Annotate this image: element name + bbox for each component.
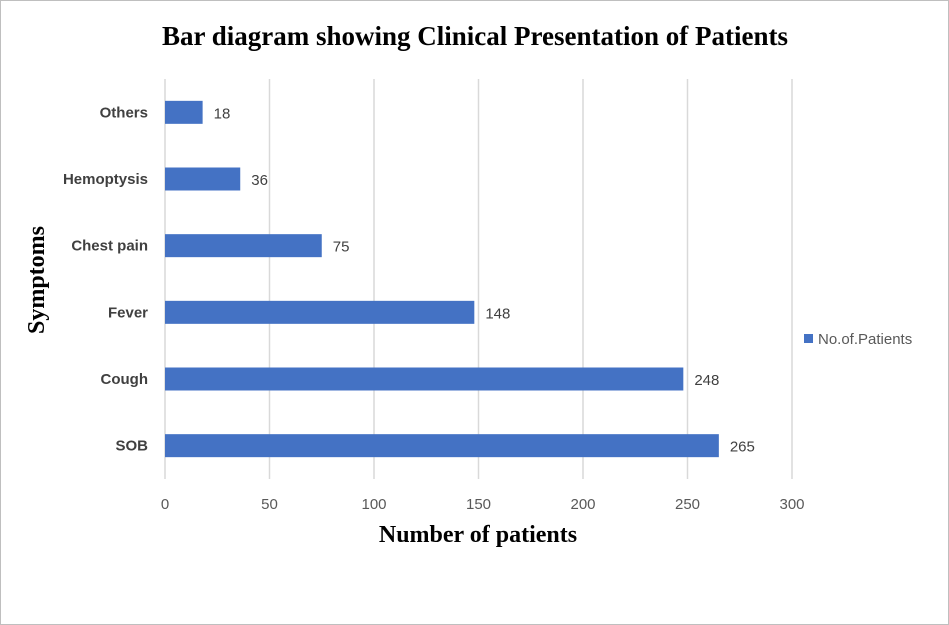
bar [165, 367, 684, 391]
data-label: 18 [214, 105, 231, 122]
legend-label: No.of.Patients [818, 331, 912, 348]
x-tick-label: 300 [779, 496, 804, 513]
bar [165, 167, 241, 191]
x-tick-label: 250 [675, 496, 700, 513]
category-label: Hemoptysis [63, 171, 148, 188]
bar [165, 300, 475, 324]
bar [165, 234, 322, 258]
data-label: 75 [333, 239, 350, 256]
x-tick-label: 0 [161, 496, 169, 513]
x-tick-label: 200 [570, 496, 595, 513]
category-label: Cough [101, 371, 148, 388]
x-axis-title: Number of patients [379, 522, 577, 548]
x-tick-label: 50 [261, 496, 278, 513]
bar [165, 100, 203, 124]
legend: No.of.Patients [804, 331, 912, 348]
gridlines [164, 79, 793, 479]
x-tick-label: 100 [361, 496, 386, 513]
data-label: 148 [485, 305, 510, 322]
y-axis-title: Symptoms [24, 226, 50, 334]
x-tick-label: 150 [466, 496, 491, 513]
data-label: 248 [694, 372, 719, 389]
category-labels: SOB Cough Fever Chest pain Hemoptysis Others [63, 104, 148, 454]
category-label: Chest pain [71, 238, 148, 255]
chart-title: Bar diagram showing Clinical Presentatio… [162, 21, 788, 51]
x-tick-labels: 0 50 100 150 200 250 300 [161, 496, 805, 513]
bar [165, 434, 719, 458]
category-label: Others [100, 104, 148, 121]
data-label: 265 [730, 439, 755, 456]
legend-swatch [804, 334, 813, 343]
bars [165, 100, 719, 458]
data-labels: 265 248 148 75 36 18 [214, 105, 755, 455]
category-label: SOB [115, 438, 148, 455]
category-label: Fever [108, 304, 148, 321]
data-label: 36 [251, 172, 268, 189]
